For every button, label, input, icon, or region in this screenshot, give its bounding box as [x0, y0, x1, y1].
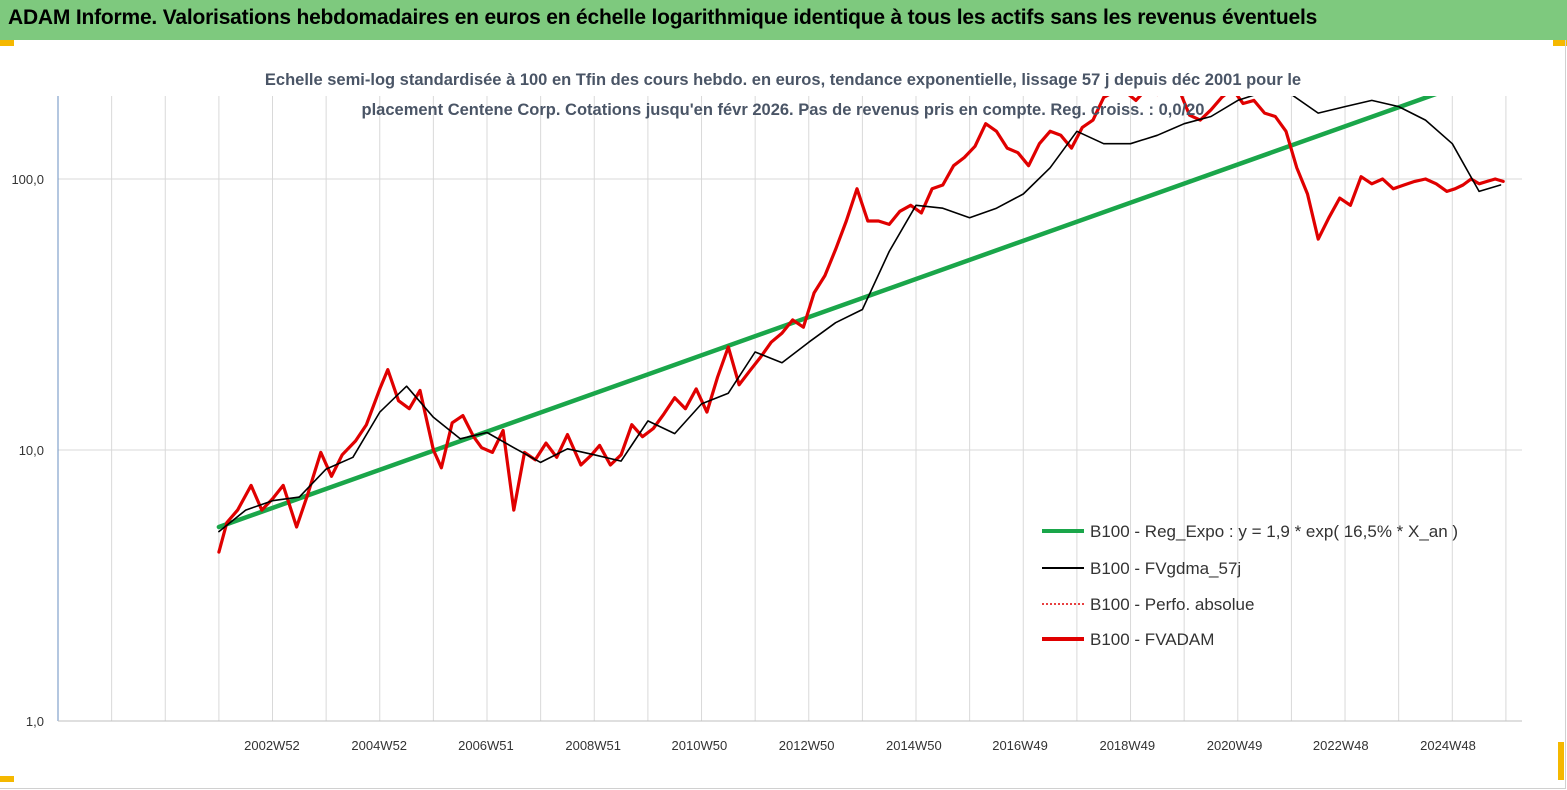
y-tick-label: 1,0 [26, 714, 44, 729]
title-banner: ADAM Informe. Valorisations hebdomadaire… [0, 0, 1567, 40]
x-tick-label: 2020W49 [1207, 738, 1263, 753]
x-tick-label: 2012W50 [779, 738, 835, 753]
legend-label: B100 - FVADAM [1090, 630, 1214, 649]
legend-label: B100 - Perfo. absolue [1090, 595, 1254, 614]
x-tick-label: 2004W52 [351, 738, 407, 753]
x-tick-label: 2014W50 [886, 738, 942, 753]
series-line [216, 96, 1437, 530]
x-tick-label: 2016W49 [992, 738, 1048, 753]
axis-layer: 1,0 10,0 100,0 2002W52 2004W52 2006W51 2008W51… [11, 96, 1522, 753]
chart-svg: 1,0 10,0 100,0 2002W52 2004W52 2006W51 2008W51… [11, 71, 1522, 753]
series-line [217, 96, 1505, 554]
x-tick-label: 2008W51 [565, 738, 621, 753]
legend: B100 - Reg_Expo : y = 1,9 * exp( 16,5% *… [1042, 522, 1458, 649]
corner-mark-bottom-right [1558, 742, 1564, 780]
legend-label: B100 - Reg_Expo : y = 1,9 * exp( 16,5% *… [1090, 522, 1458, 541]
y-tick-label: 100,0 [11, 172, 44, 187]
chart-title-line-2: placement Centene Corp. Cotations jusqu'… [362, 101, 1205, 119]
x-tick-label: 2018W49 [1099, 738, 1155, 753]
chart-title-line-1: Echelle semi-log standardisée à 100 en T… [265, 71, 1301, 89]
corner-mark-bottom-left [0, 776, 14, 782]
x-tick-label: 2006W51 [458, 738, 514, 753]
legend-label: B100 - FVgdma_57j [1090, 559, 1241, 578]
banner-title: ADAM Informe. Valorisations hebdomadaire… [8, 6, 1318, 29]
series-layer [216, 96, 1505, 554]
x-tick-label: 2022W48 [1313, 738, 1369, 753]
x-tick-label: 2010W50 [672, 738, 728, 753]
corner-mark-top-right [1553, 40, 1567, 46]
grid-layer [58, 96, 1522, 722]
corner-mark-top-left [0, 40, 14, 46]
series-line [218, 96, 1502, 533]
x-tick-label: 2024W48 [1420, 738, 1476, 753]
chart-area: 1,0 10,0 100,0 2002W52 2004W52 2006W51 2008W51… [0, 40, 1566, 789]
x-tick-label: 2002W52 [244, 738, 300, 753]
y-tick-label: 10,0 [19, 443, 44, 458]
